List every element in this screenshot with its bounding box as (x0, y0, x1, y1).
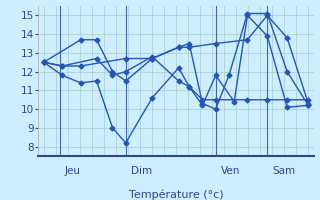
Text: Température (°c): Température (°c) (129, 189, 223, 200)
Text: Jeu: Jeu (65, 166, 81, 176)
Text: Ven: Ven (221, 166, 240, 176)
Text: Dim: Dim (131, 166, 152, 176)
Text: Sam: Sam (273, 166, 296, 176)
